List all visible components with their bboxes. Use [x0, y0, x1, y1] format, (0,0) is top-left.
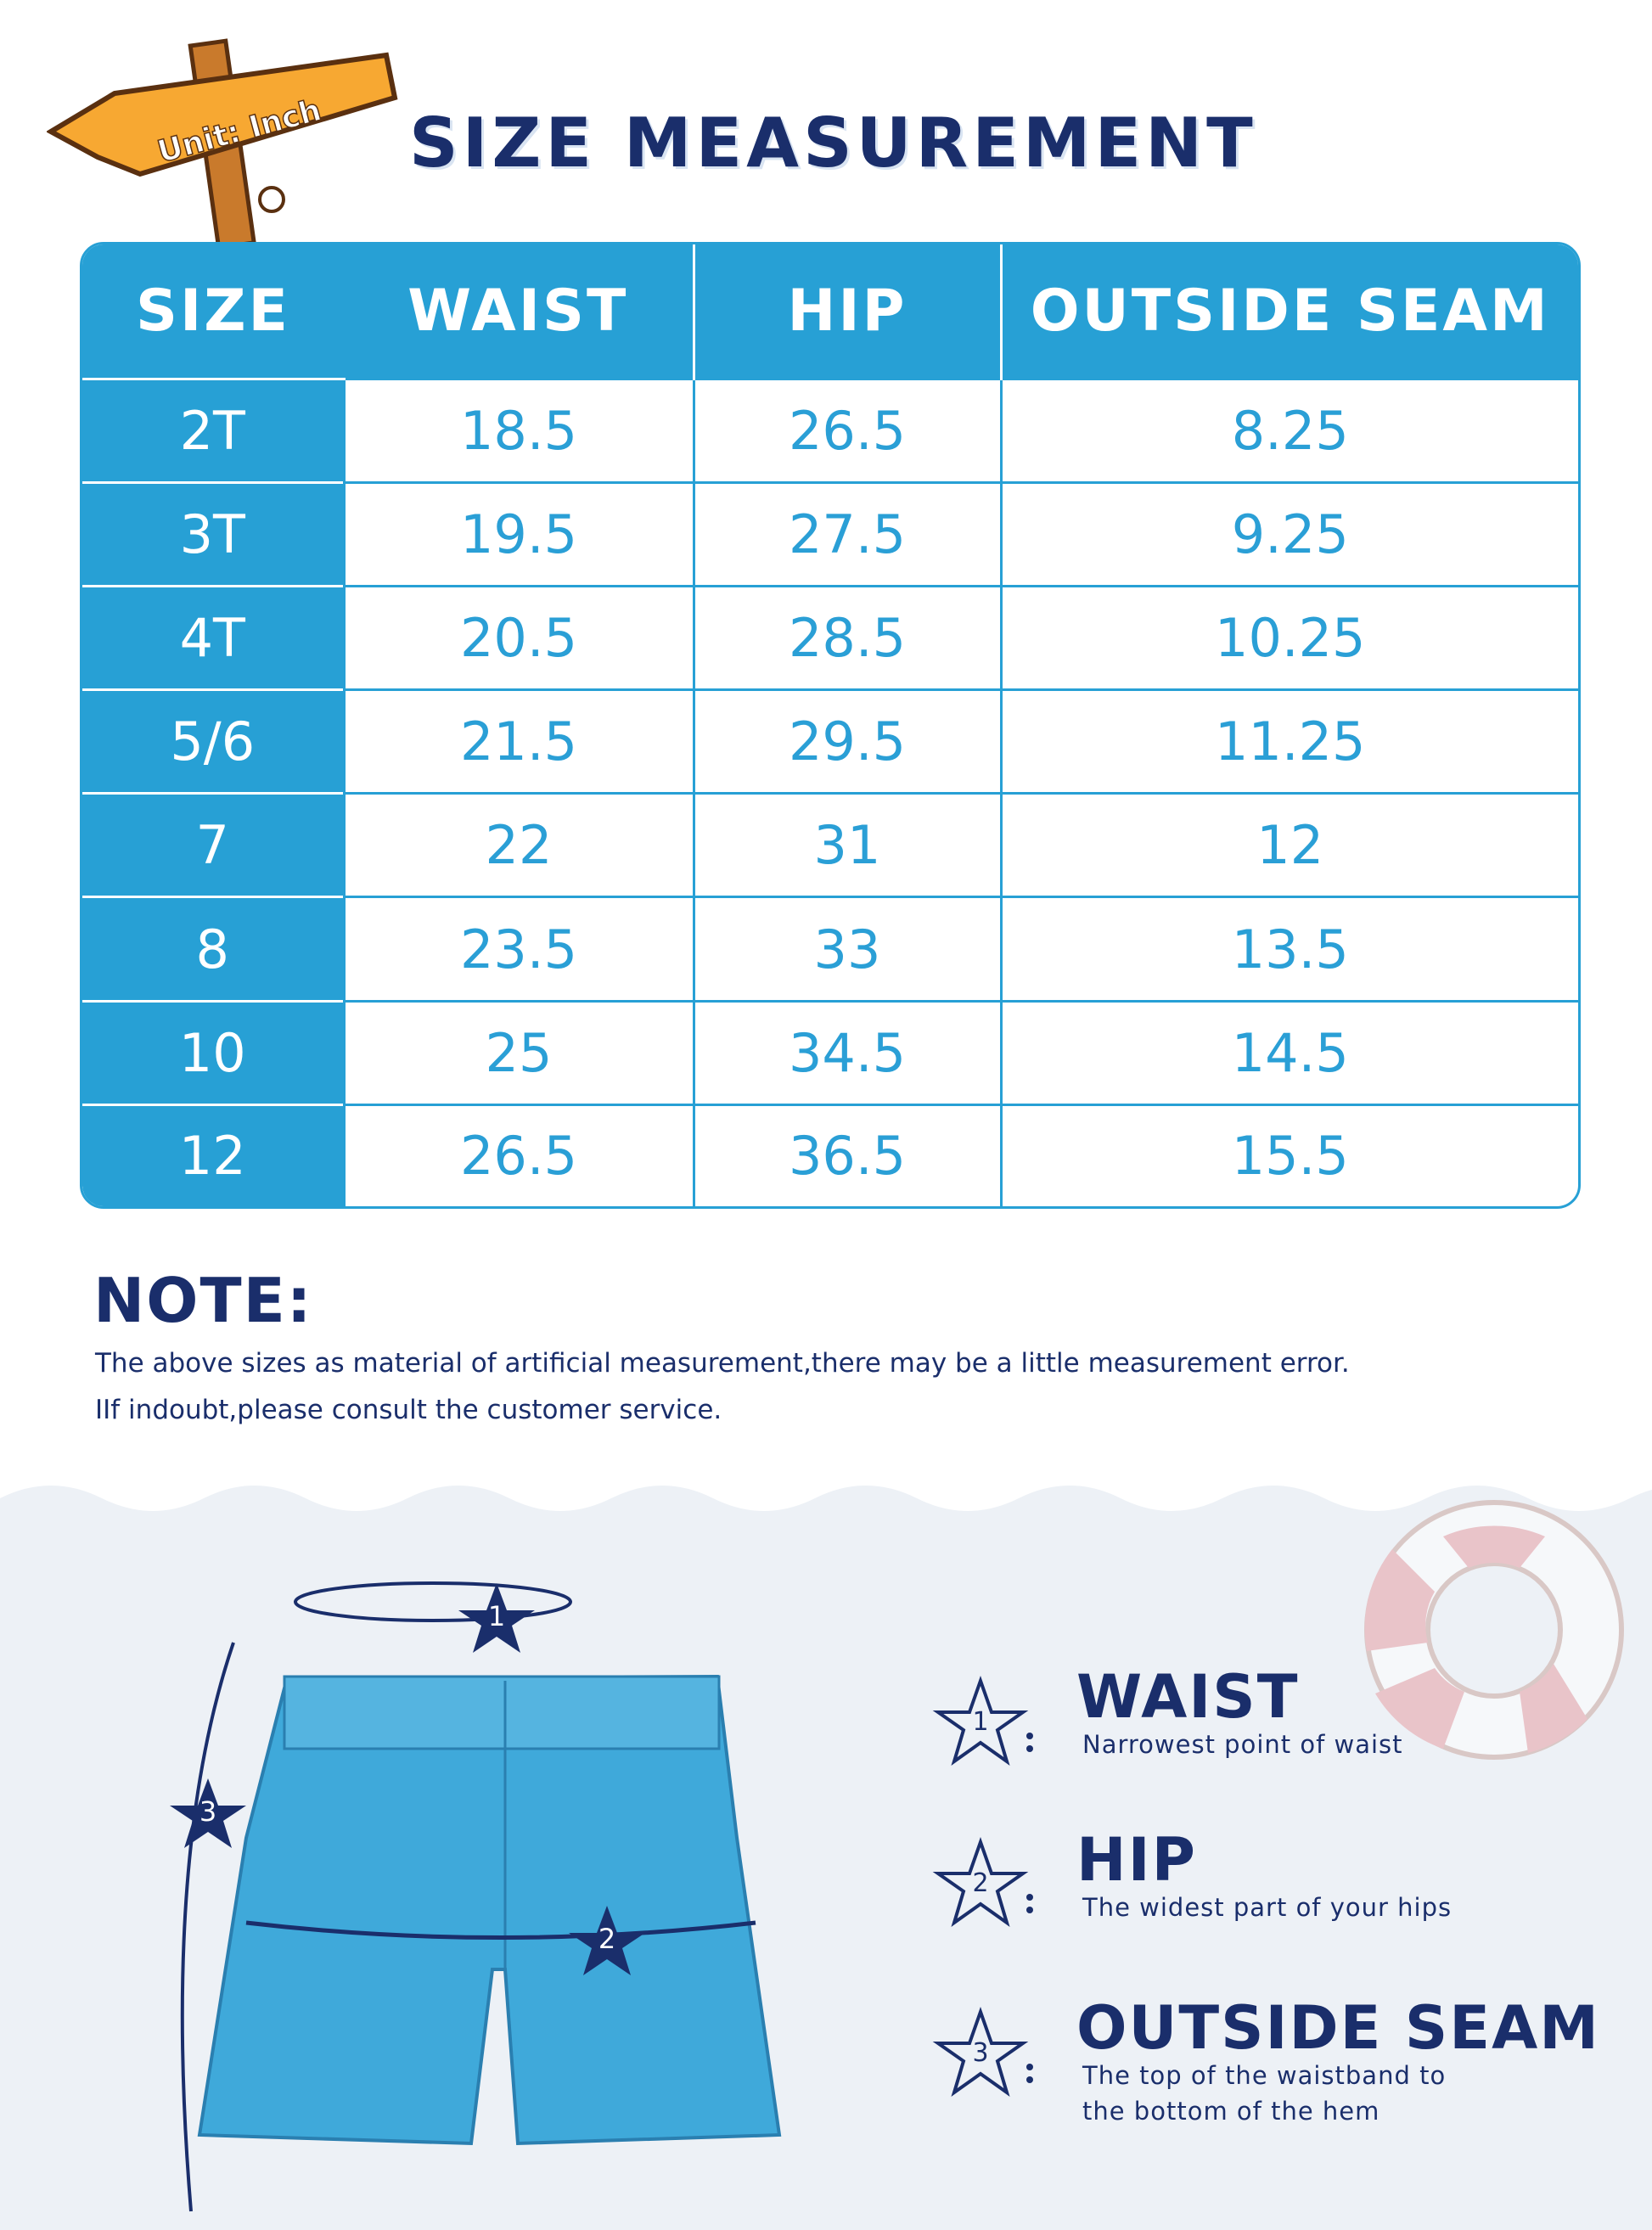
cell-waist: 23.5 — [342, 896, 694, 1002]
unit-sign-icon: Unit: Inch — [47, 38, 398, 246]
cell-waist: 21.5 — [342, 688, 694, 794]
header-outside-seam: OUTSIDE SEAM — [999, 244, 1578, 379]
table-row: 5/6 21.5 29.5 11.25 — [82, 688, 1578, 794]
marker-3: 3 — [199, 1795, 216, 1828]
cell-size: 5/6 — [82, 688, 344, 794]
cell-outside-seam: 12 — [999, 792, 1578, 897]
cell-hip: 34.5 — [692, 999, 1001, 1105]
cell-outside-seam: 8.25 — [999, 377, 1578, 483]
cell-size: 4T — [82, 585, 344, 690]
cell-hip: 26.5 — [692, 377, 1001, 483]
cell-hip: 31 — [692, 792, 1001, 897]
legend-star-icon — [932, 1675, 1029, 2097]
marker-2: 2 — [598, 1923, 615, 1955]
note-heading: NOTE: — [93, 1265, 313, 1336]
size-table: SIZE WAIST HIP OUTSIDE SEAM 2T 18.5 26.5 8.… — [80, 242, 1581, 1209]
cell-size: 10 — [82, 999, 344, 1105]
cell-hip: 29.5 — [692, 688, 1001, 794]
cell-hip: 28.5 — [692, 585, 1001, 690]
cell-outside-seam: 10.25 — [999, 585, 1578, 690]
cell-size: 7 — [82, 792, 344, 897]
cell-outside-seam: 9.25 — [999, 481, 1578, 587]
legend-num: 3 — [972, 2038, 988, 2068]
header-size: SIZE — [82, 244, 344, 379]
cell-outside-seam: 14.5 — [999, 999, 1578, 1105]
cell-size: 3T — [82, 481, 344, 587]
legend-title-outside-seam: OUTSIDE SEAM — [1076, 1993, 1600, 2063]
cell-hip: 33 — [692, 896, 1001, 1002]
legend-desc-outside-seam: the bottom of the hem — [1082, 2097, 1380, 2126]
table-row: 3T 19.5 27.5 9.25 — [82, 481, 1578, 587]
cell-size: 8 — [82, 896, 344, 1002]
cell-size: 2T — [82, 377, 344, 483]
legend-num: 1 — [972, 1707, 988, 1737]
cell-outside-seam: 13.5 — [999, 896, 1578, 1002]
marker-1: 1 — [488, 1600, 505, 1632]
lifebuoy-icon — [1364, 1500, 1624, 1760]
legend-desc-hip: The widest part of your hips — [1082, 1893, 1453, 1922]
table-row: 10 25 34.5 14.5 — [82, 999, 1578, 1105]
table-row: 12 26.5 36.5 15.5 — [82, 1103, 1578, 1206]
shorts-illustration — [180, 1642, 782, 2212]
marker-star-icon — [170, 1583, 645, 1975]
legend-num: 2 — [972, 1868, 988, 1898]
table-header-row: SIZE WAIST HIP OUTSIDE SEAM — [82, 244, 1578, 379]
cell-outside-seam: 11.25 — [999, 688, 1578, 794]
table-row: 4T 20.5 28.5 10.25 — [82, 585, 1578, 690]
header-waist: WAIST — [344, 244, 694, 379]
legend-desc-outside-seam: The top of the waistband to — [1082, 2061, 1447, 2090]
cell-size: 12 — [82, 1103, 344, 1206]
header-hip: HIP — [692, 244, 1001, 379]
note-line: IIf indoubt,please consult the customer … — [95, 1395, 722, 1425]
cell-hip: 36.5 — [692, 1103, 1001, 1206]
measurement-diagram: 1 2 3 1 2 3 — [0, 1486, 1652, 2230]
cell-waist: 25 — [342, 999, 694, 1105]
cell-waist: 22 — [342, 792, 694, 897]
note-line: The above sizes as material of artificia… — [95, 1348, 1350, 1379]
cell-outside-seam: 15.5 — [999, 1103, 1578, 1206]
cell-waist: 18.5 — [342, 377, 694, 483]
legend-title-hip: HIP — [1076, 1825, 1197, 1895]
cell-waist: 26.5 — [342, 1103, 694, 1206]
table-row: 8 23.5 33 13.5 — [82, 896, 1578, 1002]
table-row: 7 22 31 12 — [82, 792, 1578, 897]
legend-title-waist: WAIST — [1076, 1662, 1300, 1732]
cell-waist: 20.5 — [342, 585, 694, 690]
cell-waist: 19.5 — [342, 481, 694, 587]
cell-hip: 27.5 — [692, 481, 1001, 587]
table-row: 2T 18.5 26.5 8.25 — [82, 377, 1578, 483]
legend-desc-waist: Narrowest point of waist — [1082, 1730, 1403, 1759]
page-title: SIZE MEASUREMENT — [409, 104, 1257, 183]
